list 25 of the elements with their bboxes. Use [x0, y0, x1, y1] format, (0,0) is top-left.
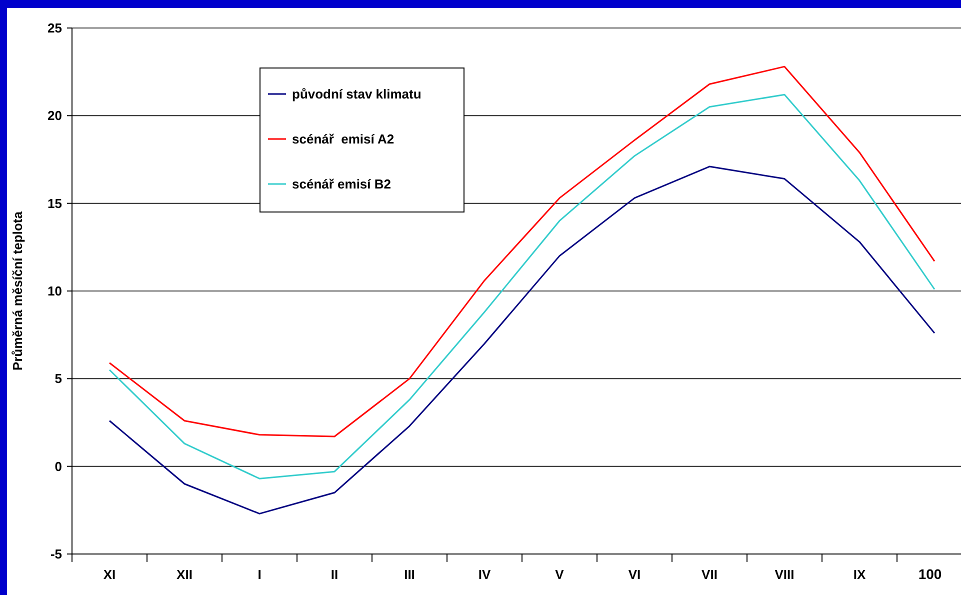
y-axis-title: Průměrná měsíční teplota [10, 210, 25, 370]
x-tick-label: VIII [774, 567, 794, 582]
line-series [108, 66, 936, 438]
legend-label: původní stav klimatu [292, 86, 422, 102]
y-tick-label: 0 [54, 458, 62, 474]
x-tick-label: IX [853, 567, 866, 582]
y-tick-label: 10 [48, 284, 62, 299]
x-tick-label: XII [176, 567, 192, 582]
y-tick-label: -5 [50, 546, 62, 562]
y-tick-label: 20 [48, 108, 62, 124]
x-tick-label: VI [628, 567, 641, 582]
x-tick-label: II [330, 567, 338, 582]
y-tick-label: 15 [48, 196, 62, 211]
x-tick-label: III [404, 567, 415, 582]
legend-label: scénář emisí B2 [292, 176, 392, 192]
x-tick-label: XI [103, 567, 116, 582]
x-tick-label: IV [478, 567, 491, 582]
x-tick-label: VII [702, 567, 718, 582]
line-series [108, 166, 936, 514]
x-tick-label: I [258, 567, 262, 582]
text: 100 [918, 566, 942, 582]
y-tick-label: 25 [48, 20, 62, 36]
x-tick-label: V [555, 567, 564, 582]
legend-label: scénář emisí A2 [292, 132, 394, 147]
y-tick-label: 5 [54, 371, 62, 386]
